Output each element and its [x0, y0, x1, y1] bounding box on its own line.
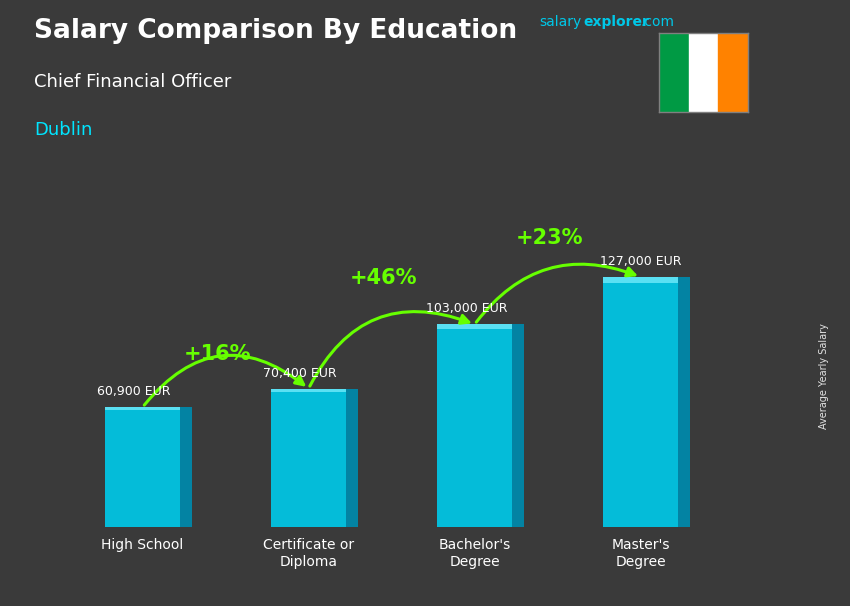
Text: 60,900 EUR: 60,900 EUR — [98, 385, 171, 398]
FancyArrowPatch shape — [310, 311, 469, 386]
Text: 127,000 EUR: 127,000 EUR — [600, 255, 682, 268]
Text: Chief Financial Officer: Chief Financial Officer — [34, 73, 231, 91]
Bar — [512, 324, 524, 527]
Text: .com: .com — [641, 15, 675, 29]
Text: 103,000 EUR: 103,000 EUR — [426, 302, 507, 316]
Bar — [688, 33, 718, 112]
Text: explorer: explorer — [583, 15, 649, 29]
Bar — [105, 407, 180, 410]
Bar — [437, 324, 512, 330]
Bar — [604, 277, 678, 527]
Text: salary: salary — [540, 15, 582, 29]
Text: +16%: +16% — [184, 344, 251, 364]
FancyArrowPatch shape — [144, 355, 303, 405]
Text: 70,400 EUR: 70,400 EUR — [264, 367, 337, 380]
Bar — [437, 324, 512, 527]
Text: Salary Comparison By Education: Salary Comparison By Education — [34, 18, 517, 44]
Text: +23%: +23% — [516, 228, 583, 248]
Bar — [105, 407, 180, 527]
Bar — [180, 407, 191, 527]
Bar — [346, 388, 358, 527]
Text: +46%: +46% — [349, 268, 417, 288]
Bar — [271, 388, 346, 527]
Bar — [659, 33, 688, 112]
Text: Average Yearly Salary: Average Yearly Salary — [819, 323, 829, 428]
Bar — [604, 277, 678, 284]
Bar — [678, 277, 689, 527]
Bar — [271, 388, 346, 392]
Text: Dublin: Dublin — [34, 121, 93, 139]
Bar — [718, 33, 748, 112]
FancyArrowPatch shape — [476, 264, 635, 322]
